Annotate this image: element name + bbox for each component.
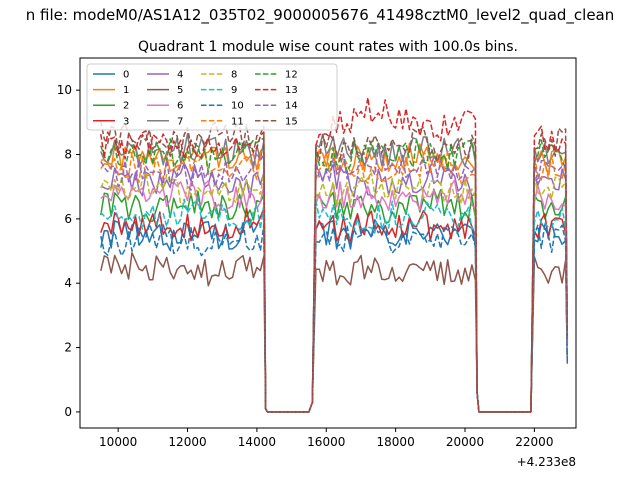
legend-label-1: 1 xyxy=(123,85,129,96)
legend-label-10: 10 xyxy=(231,101,244,112)
legend-label-5: 5 xyxy=(177,85,183,96)
legend-label-3: 3 xyxy=(123,116,129,127)
legend-label-8: 8 xyxy=(231,70,237,81)
legend-label-6: 6 xyxy=(177,101,183,112)
plot-series-layer xyxy=(100,96,569,413)
legend-box xyxy=(86,63,338,131)
x-tick-label: 18000 xyxy=(377,435,415,449)
x-tick-label: 22000 xyxy=(515,435,553,449)
plot-frame xyxy=(79,57,577,429)
legend-label-0: 0 xyxy=(123,70,129,81)
legend-label-9: 9 xyxy=(231,85,237,96)
legend-label-13: 13 xyxy=(285,85,298,96)
legend-label-15: 15 xyxy=(285,116,298,127)
legend-label-4: 4 xyxy=(177,70,183,81)
figure-suptitle: n file: modeM0/AS1A12_035T02_9000005676_… xyxy=(26,6,615,25)
legend-label-14: 14 xyxy=(285,101,298,112)
y-axis: 0 2 4 6 8 10 xyxy=(57,83,80,419)
x-tick-label: 20000 xyxy=(446,435,484,449)
x-tick-label: 12000 xyxy=(168,435,206,449)
x-tick-label: 16000 xyxy=(307,435,345,449)
chart-title: Quadrant 1 module wise count rates with … xyxy=(138,39,518,55)
legend-label-12: 12 xyxy=(285,70,298,81)
y-tick-label: 10 xyxy=(57,83,72,97)
x-axis-offset-label: +4.233e8 xyxy=(517,455,576,469)
x-axis: 10000 12000 14000 16000 18000 20000 22000 xyxy=(99,428,553,449)
x-tick-label: 10000 xyxy=(99,435,137,449)
y-tick-label: 0 xyxy=(64,405,72,419)
legend-label-11: 11 xyxy=(231,116,244,127)
series-line-15 xyxy=(100,120,569,413)
legend-label-2: 2 xyxy=(123,101,129,112)
x-tick-label: 14000 xyxy=(238,435,276,449)
legend-label-7: 7 xyxy=(177,116,183,127)
y-tick-label: 6 xyxy=(64,212,72,226)
y-tick-label: 8 xyxy=(64,148,72,162)
y-tick-label: 4 xyxy=(64,276,72,290)
series-line-10 xyxy=(100,220,569,413)
y-tick-label: 2 xyxy=(64,341,72,355)
